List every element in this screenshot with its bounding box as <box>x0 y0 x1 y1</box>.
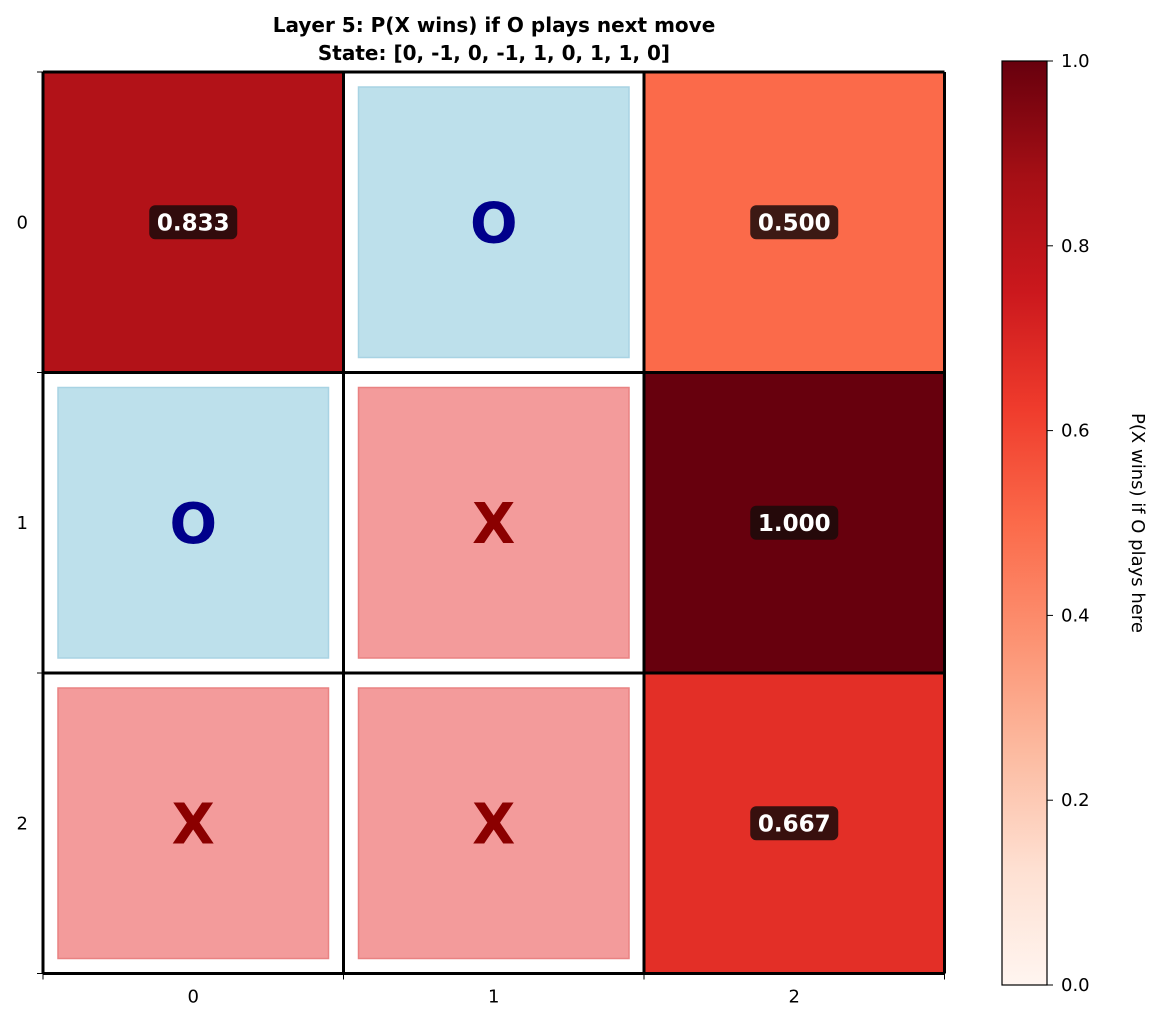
chart-subtitle: State: [0, -1, 0, -1, 1, 0, 1, 1, 0] <box>318 41 670 65</box>
colorbar-tick-label: 0.4 <box>1061 605 1090 626</box>
x-mark: X <box>472 492 515 557</box>
heatmap-cells: 0.833 O 0.500 O X 1.000 X X 0.667 <box>43 72 945 974</box>
value-label: 0.500 <box>758 210 831 236</box>
board-cell-2-1: X <box>343 673 644 974</box>
value-label: 0.833 <box>157 210 230 236</box>
colorbar-gradient <box>1001 60 1048 986</box>
o-mark: O <box>169 492 217 557</box>
value-label: 1.000 <box>758 511 831 537</box>
board-cell-1-1: X <box>343 372 644 673</box>
board-cell-0-2: 0.500 <box>644 72 945 373</box>
o-mark-tile <box>357 86 630 359</box>
colorbar-tick-label: 0.0 <box>1061 975 1090 996</box>
colorbar: 0.0 0.2 0.4 0.6 0.8 1.0 P(X wins) if O plays … <box>1001 51 1148 996</box>
x-tick-label: 1 <box>488 987 499 1008</box>
colorbar-tick-label: 0.6 <box>1061 421 1090 442</box>
colorbar-ticks: 0.0 0.2 0.4 0.6 0.8 1.0 <box>1047 51 1090 996</box>
colorbar-tick-label: 1.0 <box>1061 51 1090 72</box>
chart-title: Layer 5: P(X wins) if O plays next move <box>273 13 716 37</box>
board-cell-2-2: 0.667 <box>644 673 945 974</box>
board-cell-0-1: O <box>343 72 644 373</box>
board-cell-1-2: 1.000 <box>644 372 945 673</box>
x-mark-tile <box>57 687 330 960</box>
colorbar-tick-label: 0.2 <box>1061 790 1090 811</box>
x-mark-tile <box>357 386 630 659</box>
board-cell-1-0: O <box>43 372 344 673</box>
value-badge <box>149 205 238 240</box>
y-tick-label: 2 <box>17 813 28 834</box>
board-cell-0-0: 0.833 <box>43 72 344 373</box>
axis-ticks: 0 1 2 0 1 2 <box>17 71 945 1008</box>
x-tick-label: 0 <box>188 987 199 1008</box>
board-grid <box>41 70 946 975</box>
value-badge <box>750 806 839 841</box>
x-mark: X <box>472 792 515 857</box>
x-tick-label: 2 <box>789 987 800 1008</box>
x-mark: X <box>172 792 215 857</box>
board-cell-2-0: X <box>43 673 344 974</box>
o-mark: O <box>470 191 518 256</box>
colorbar-label: P(X wins) if O plays here <box>1127 413 1148 633</box>
value-badge <box>750 505 839 540</box>
colorbar-tick-label: 0.8 <box>1061 236 1090 257</box>
o-mark-tile <box>57 386 330 659</box>
x-mark-tile <box>357 687 630 960</box>
y-tick-label: 0 <box>17 212 28 233</box>
value-label: 0.667 <box>758 811 831 837</box>
y-tick-label: 1 <box>17 513 28 534</box>
value-badge <box>750 205 839 240</box>
